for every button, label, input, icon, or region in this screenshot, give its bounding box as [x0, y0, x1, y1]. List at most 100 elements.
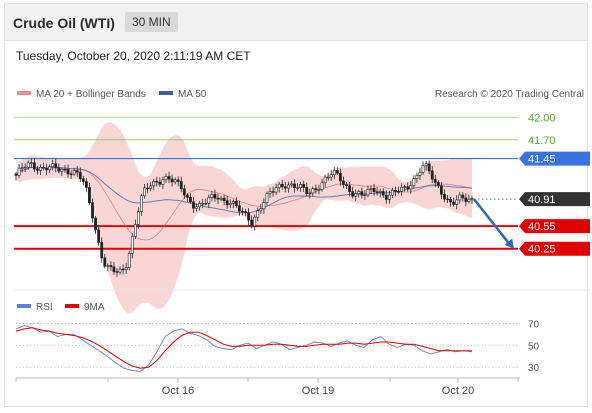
candle-body: [384, 194, 388, 200]
candlesticks: [14, 158, 474, 277]
candle-body: [354, 193, 358, 197]
candle-body: [339, 172, 342, 182]
candle-body: [461, 194, 465, 199]
candle-body: [467, 198, 471, 202]
rsi-tick-label: 50: [528, 341, 540, 352]
candle-body: [57, 167, 61, 172]
level-tag-current: [519, 192, 590, 207]
candle-body: [293, 183, 296, 189]
forecast-arrow-shaft: [473, 198, 511, 246]
candle-body: [409, 185, 413, 190]
candle-body: [326, 176, 330, 179]
level-label: 40.91: [528, 194, 556, 206]
candle-body: [415, 175, 419, 180]
bollinger-band-area: [16, 122, 472, 314]
candle-body: [308, 192, 312, 195]
candle-body: [91, 202, 94, 219]
candle-body: [14, 173, 18, 176]
candle-body: [42, 167, 45, 169]
candle-body: [207, 197, 211, 204]
candle-body: [48, 166, 52, 171]
candle-body: [241, 210, 244, 213]
ma50-legend-label: MA 50: [178, 89, 207, 100]
ma9-legend-label: 9MA: [84, 302, 105, 313]
candle-body: [84, 181, 88, 188]
candle-body: [182, 188, 186, 196]
candle-body: [100, 242, 104, 259]
candle-body: [189, 197, 192, 203]
candle-body: [391, 189, 394, 196]
candle-body: [446, 198, 449, 201]
candle-body: [332, 169, 336, 175]
candle-body: [228, 203, 232, 206]
candle-body: [173, 179, 177, 183]
candle-body: [72, 170, 76, 175]
candle-body: [222, 197, 226, 201]
candle-body: [164, 176, 168, 181]
candle-body: [155, 181, 159, 183]
candle-body: [143, 187, 146, 197]
candle-body: [167, 176, 171, 180]
candle-body: [140, 195, 143, 212]
x-tick-label: Oct 19: [302, 385, 334, 397]
candle-body: [452, 201, 456, 205]
candle-body: [372, 188, 376, 193]
candle-body: [176, 179, 180, 182]
candle-body: [97, 229, 101, 243]
title-bar: Crude Oil (WTI) 30 MIN: [5, 4, 587, 41]
candle-body: [234, 201, 238, 206]
price-level-labels: 42.00 41.70 41.45 40.91 40.55 40.25: [519, 112, 590, 256]
candle-body: [244, 211, 247, 213]
candle-body: [290, 183, 293, 186]
candle-body: [133, 224, 137, 237]
candle-body: [262, 202, 266, 210]
candle-body: [439, 185, 443, 195]
candle-body: [403, 186, 407, 188]
candle-body: [253, 216, 257, 227]
timeframe-badge[interactable]: 30 MIN: [125, 12, 178, 32]
x-axis-ticks: Oct 16 Oct 19 Oct 20: [15, 378, 519, 397]
candle-body: [106, 265, 110, 267]
candle-body: [152, 181, 156, 187]
candle-body: [299, 184, 303, 188]
candle-body: [94, 217, 97, 231]
candle-body: [277, 183, 281, 188]
candle-body: [449, 198, 452, 203]
rsi-panel: 30 50 70: [15, 319, 540, 374]
level-label: 41.45: [528, 154, 556, 166]
candle-body: [201, 203, 205, 205]
x-tick-label: Oct 16: [162, 385, 194, 397]
forecast-arrow: [473, 198, 514, 249]
rsi-tick-label: 70: [528, 319, 540, 330]
candle-body: [369, 188, 373, 190]
candle-body: [63, 168, 67, 171]
candle-body: [112, 266, 116, 272]
candle-body: [470, 197, 474, 200]
candle-body: [75, 170, 79, 173]
candle-body: [17, 167, 21, 176]
candle-body: [185, 194, 189, 198]
candle-body: [427, 163, 431, 172]
candle-body: [351, 191, 355, 197]
candle-body: [210, 193, 214, 198]
candle-body: [387, 194, 391, 200]
candle-body: [195, 206, 198, 209]
rsi-ma9-line: [15, 327, 472, 369]
level-tag-resistance: [519, 151, 590, 166]
candle-body: [121, 268, 125, 271]
candle-body: [231, 201, 235, 204]
candle-body: [375, 191, 379, 193]
ma9-legend-swatch: [65, 304, 79, 308]
candle-body: [158, 181, 162, 185]
candle-body: [381, 191, 385, 196]
timestamp: Tuesday, October 20, 2020 2:11:19 AM CET: [16, 49, 251, 63]
candle-body: [60, 168, 64, 172]
candle-body: [296, 187, 299, 189]
candle-body: [418, 172, 422, 176]
candle-body: [192, 201, 195, 209]
candle-body: [323, 176, 327, 184]
candle-body: [127, 253, 131, 268]
candle-body: [458, 194, 462, 201]
level-label: 41.70: [528, 135, 556, 147]
candle-body: [225, 200, 229, 206]
